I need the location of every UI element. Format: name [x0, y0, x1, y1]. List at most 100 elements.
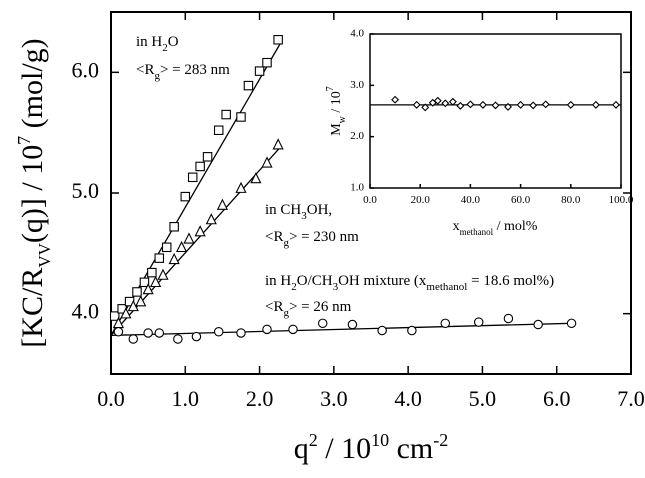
data-point-circle	[173, 334, 183, 344]
data-point-diamond	[591, 100, 600, 109]
data-point-diamond	[448, 97, 457, 106]
inset-plot-frame	[369, 33, 622, 189]
main-y-tick-label: 6.0	[72, 57, 100, 82]
data-point-triangle	[272, 138, 284, 150]
main-y-tick-label: 4.0	[72, 299, 100, 324]
data-point-diamond	[541, 100, 550, 109]
annotation-ch3oh-label: in CH3OH,	[265, 202, 332, 222]
main-x-tick-label: 2.0	[246, 386, 274, 411]
inset-x-axis-title: xmethanol / mol%	[453, 219, 538, 237]
main-y-tick-label: 5.0	[72, 178, 100, 203]
data-point-triangle	[157, 268, 169, 280]
data-point-circle	[191, 331, 202, 342]
data-point-square	[273, 35, 283, 45]
data-point-diamond	[391, 95, 400, 104]
inset-data-points	[391, 95, 620, 112]
data-point-triangle	[250, 172, 262, 184]
data-point-square	[202, 152, 213, 162]
main-fit-line-circle	[110, 322, 572, 337]
data-point-square	[236, 112, 246, 122]
data-point-triangle	[135, 295, 147, 307]
data-point-circle	[503, 313, 514, 324]
data-point-circle	[154, 328, 165, 338]
data-point-diamond	[441, 99, 450, 108]
data-point-square	[180, 191, 191, 202]
data-point-diamond	[456, 101, 465, 110]
annotation-h2o-rg: <Rg> = 283 nm	[136, 62, 230, 82]
main-x-tick-label: 5.0	[469, 386, 497, 411]
main-x-tick-label: 7.0	[617, 386, 645, 411]
data-point-circle	[317, 318, 328, 329]
data-point-triangle	[194, 225, 206, 237]
annotation-ch3oh-rg: <Rg> = 230 nm	[265, 229, 359, 249]
inset-y-axis-title: Mw / 107	[325, 86, 348, 136]
data-point-triangle	[120, 307, 132, 319]
data-point-triangle	[149, 275, 162, 288]
data-point-triangle	[261, 156, 273, 168]
main-x-tick-label: 3.0	[320, 386, 348, 411]
data-point-circle	[440, 318, 451, 329]
data-point-circle	[377, 325, 387, 336]
data-point-diamond	[478, 100, 487, 109]
inset-y-tick-label: 1.0	[350, 182, 364, 194]
data-point-circle	[533, 319, 543, 330]
data-point-circle	[236, 328, 246, 338]
data-point-square	[262, 57, 272, 68]
main-y-axis-title: [KC/RVV(q)] / 107 (mol/g)	[14, 38, 54, 347]
data-point-diamond	[412, 100, 421, 109]
annotation-h2o-label: in H2O	[136, 34, 179, 54]
data-point-diamond	[529, 101, 538, 110]
data-point-square	[195, 161, 205, 172]
main-x-axis-title: q2 / 1010 cm-2	[294, 430, 449, 465]
main-ticks: 0.0 1.0 2.0 3.0 4.0 5.0 6.0 7.04.05.06.0	[72, 12, 645, 411]
data-point-square	[161, 242, 172, 253]
inset-ticks: 0.0 20.0 40.0 60.0 80.0 100.0 1.0 2.0 3.0 4.0	[350, 28, 634, 206]
data-point-diamond	[491, 101, 500, 110]
main-x-tick-label: 6.0	[543, 386, 571, 411]
data-point-square	[147, 267, 157, 278]
data-point-square	[254, 66, 265, 76]
data-point-triangle	[175, 240, 188, 253]
data-point-triangle	[142, 283, 154, 295]
data-point-circle	[262, 324, 272, 335]
inset-x-tick-label: 60.0	[511, 194, 531, 206]
data-point-diamond	[566, 100, 575, 109]
data-point-circle	[143, 328, 153, 338]
main-x-tick-label: 1.0	[172, 386, 200, 411]
inset-y-tick-label: 3.0	[350, 79, 364, 91]
data-point-triangle	[205, 213, 217, 225]
data-point-triangle	[168, 252, 180, 265]
inset-x-tick-label: 0.0	[363, 194, 377, 206]
data-point-circle	[566, 318, 577, 329]
data-point-circle	[113, 327, 124, 337]
inset-x-tick-label: 20.0	[411, 194, 431, 206]
annotation-mixture-rg: <Rg> = 26 nm	[265, 299, 352, 319]
main-x-tick-label: 4.0	[394, 386, 422, 411]
data-point-square	[187, 172, 198, 183]
data-point-triangle	[216, 198, 229, 210]
inset-x-tick-label: 100.0	[609, 194, 634, 206]
main-fit-line-square	[110, 43, 281, 336]
data-point-square	[243, 80, 254, 91]
data-point-square	[154, 253, 165, 263]
data-point-diamond	[612, 100, 620, 109]
data-point-square	[132, 287, 142, 297]
inset-x-tick-label: 80.0	[561, 194, 581, 206]
annotation-mixture-label: in H2O/CH3OH mixture (xmethanol = 18.6 m…	[265, 273, 554, 293]
data-point-square	[221, 109, 231, 120]
data-point-diamond	[516, 100, 525, 109]
inset-y-tick-label: 4.0	[350, 28, 364, 40]
main-data-points	[109, 35, 577, 344]
inset-x-tick-label: 40.0	[461, 194, 481, 206]
data-point-square	[213, 125, 224, 136]
data-point-circle	[213, 327, 224, 337]
data-point-diamond	[466, 100, 475, 109]
main-x-tick-label: 0.0	[97, 386, 125, 411]
data-point-square	[169, 222, 179, 232]
data-point-circle	[288, 324, 298, 335]
data-point-diamond	[421, 103, 430, 112]
data-point-circle	[347, 319, 358, 330]
data-point-circle	[407, 325, 417, 336]
data-point-diamond	[504, 102, 513, 111]
